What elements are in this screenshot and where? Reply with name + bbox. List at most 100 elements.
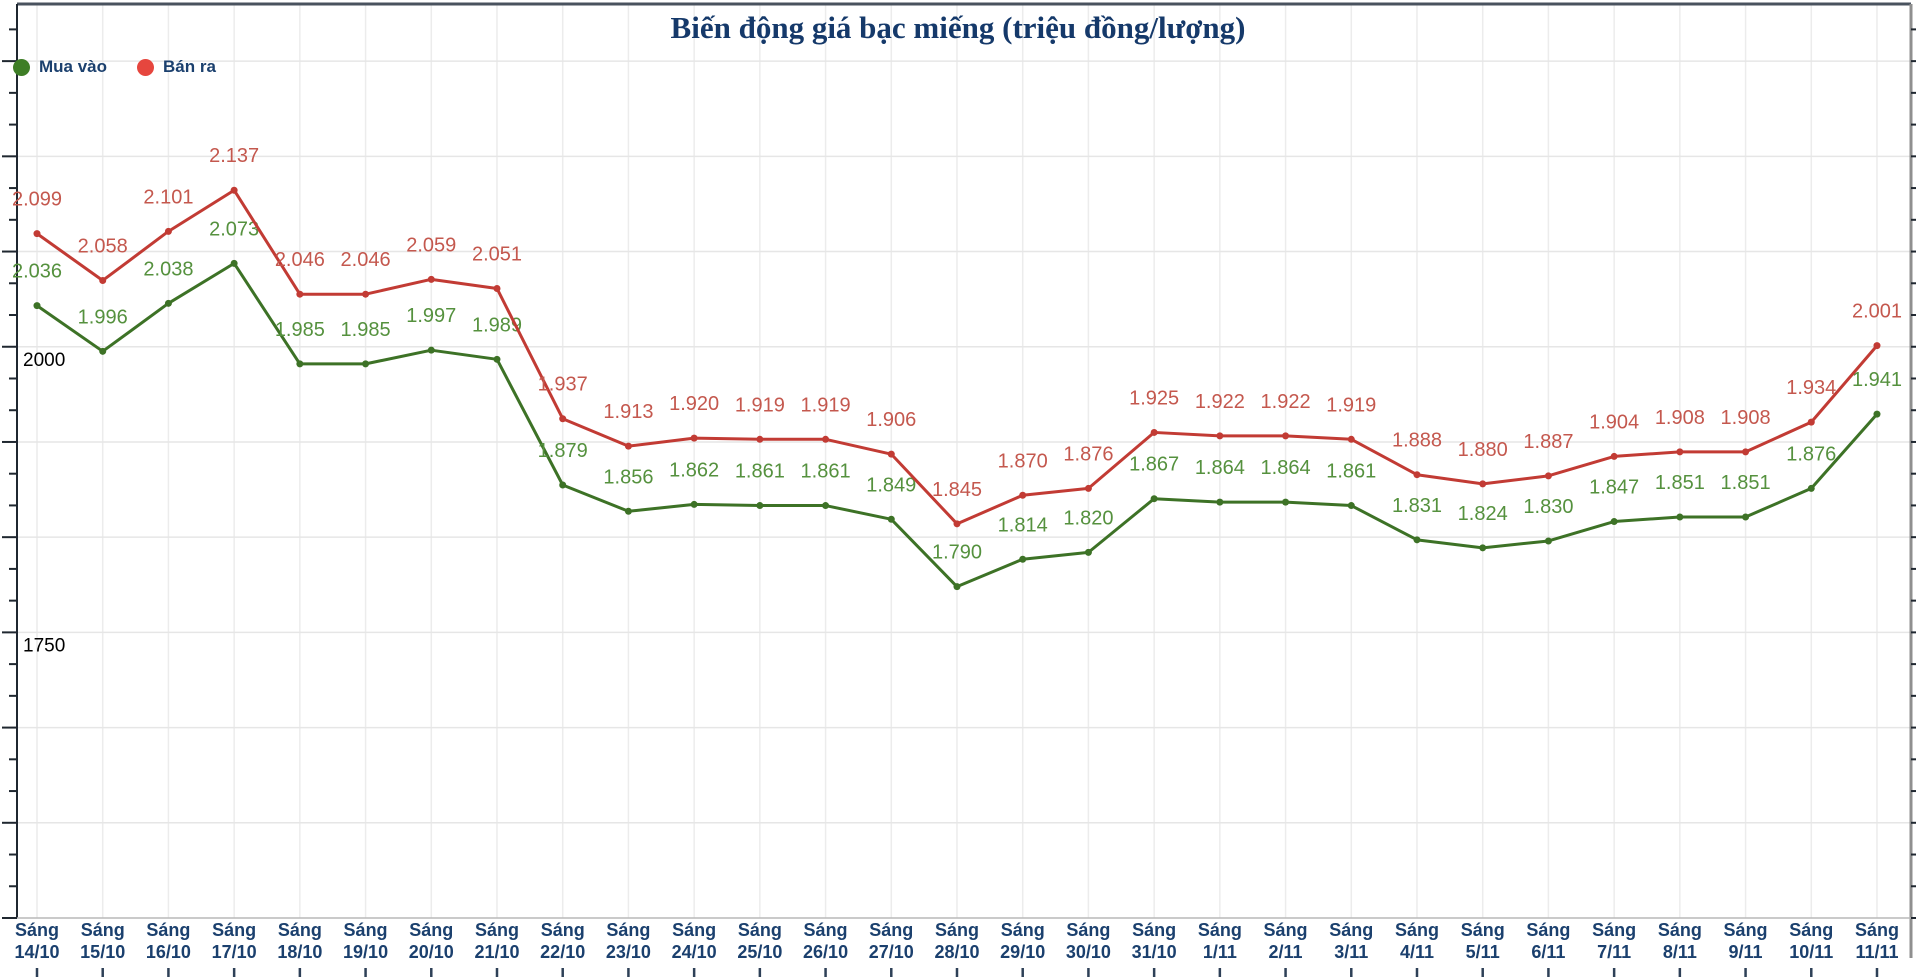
point-marker — [1216, 432, 1224, 440]
point-marker — [624, 507, 632, 515]
point-marker — [559, 481, 567, 489]
point-marker — [822, 502, 830, 510]
data-label: 1.888 — [1392, 430, 1442, 452]
legend-label-ban-ra: Bán ra — [163, 57, 216, 76]
data-label: 1.880 — [1458, 439, 1508, 461]
point-marker — [1544, 472, 1552, 480]
y-axis-label: 2000 — [23, 350, 65, 371]
data-label: 2.038 — [143, 258, 193, 280]
point-marker — [1282, 498, 1290, 506]
legend-item-ban-ra: Bán ra — [137, 57, 216, 77]
data-label: 1.919 — [735, 394, 785, 416]
point-marker — [1610, 452, 1618, 460]
data-label: 1.790 — [932, 542, 982, 564]
point-marker — [690, 434, 698, 442]
point-marker — [296, 290, 304, 298]
point-marker — [624, 442, 632, 450]
data-label: 1.925 — [1129, 387, 1179, 409]
point-marker — [1807, 418, 1815, 426]
data-label: 2.001 — [1852, 301, 1902, 323]
point-marker — [493, 355, 501, 363]
data-label: 2.046 — [275, 249, 325, 271]
data-label: 1.849 — [866, 474, 916, 496]
point-marker — [1676, 513, 1684, 521]
legend-label-mua-vao: Mua vào — [39, 57, 108, 76]
data-label: 2.051 — [472, 243, 522, 265]
data-label: 2.059 — [406, 234, 456, 256]
data-label: 1.989 — [472, 314, 522, 336]
data-label: 1.879 — [538, 440, 588, 462]
point-marker — [1479, 544, 1487, 552]
point-marker — [1413, 536, 1421, 544]
data-label: 2.101 — [143, 186, 193, 208]
data-label: 2.046 — [341, 249, 391, 271]
point-marker — [362, 290, 370, 298]
point-marker — [427, 346, 435, 354]
data-label: 1.864 — [1195, 457, 1245, 479]
data-label: 1.985 — [275, 319, 325, 341]
point-marker — [756, 502, 764, 510]
data-label: 2.137 — [209, 145, 259, 167]
legend: Mua vào Bán ra — [13, 57, 216, 77]
data-label: 1.830 — [1523, 496, 1573, 518]
point-marker — [1084, 484, 1092, 492]
point-marker — [230, 259, 238, 267]
point-marker — [164, 299, 172, 307]
point-marker — [164, 227, 172, 235]
data-label: 2.099 — [12, 189, 62, 211]
point-marker — [33, 230, 41, 238]
point-marker — [1084, 548, 1092, 556]
data-label: 1.876 — [1786, 443, 1836, 465]
data-label: 1.851 — [1721, 472, 1771, 494]
point-marker — [1150, 495, 1158, 503]
data-label: 1.937 — [538, 374, 588, 396]
data-label: 1.996 — [78, 306, 128, 328]
point-marker — [99, 347, 107, 355]
data-label: 1.861 — [1326, 461, 1376, 483]
point-marker — [1413, 471, 1421, 479]
data-label: 1.861 — [801, 461, 851, 483]
data-label: 1.997 — [406, 305, 456, 327]
data-label: 1.906 — [866, 409, 916, 431]
data-label: 1.861 — [735, 461, 785, 483]
point-marker — [1742, 448, 1750, 456]
ban-ra-dot-icon — [137, 58, 155, 76]
data-label: 1.867 — [1129, 454, 1179, 476]
point-marker — [1019, 555, 1027, 563]
point-marker — [493, 284, 501, 292]
point-marker — [1610, 518, 1618, 526]
data-label: 1.985 — [341, 319, 391, 341]
point-marker — [1873, 410, 1881, 418]
data-label: 1.824 — [1458, 503, 1508, 525]
point-marker — [1019, 491, 1027, 499]
data-label: 1.814 — [998, 514, 1048, 536]
y-axis-label: 1750 — [23, 635, 65, 656]
data-label: 2.036 — [12, 261, 62, 283]
chart-title: Biến động giá bạc miếng (triệu đồng/lượn… — [670, 10, 1246, 45]
data-label: 1.864 — [1261, 457, 1311, 479]
data-label: 1.934 — [1786, 377, 1836, 399]
point-marker — [1807, 484, 1815, 492]
point-marker — [690, 500, 698, 508]
data-label: 1.908 — [1721, 407, 1771, 429]
data-label: 1.820 — [1063, 507, 1113, 529]
point-marker — [822, 435, 830, 443]
data-label: 1.876 — [1063, 443, 1113, 465]
point-marker — [230, 186, 238, 194]
point-marker — [362, 360, 370, 368]
data-label: 1.919 — [1326, 394, 1376, 416]
data-label: 1.851 — [1655, 472, 1705, 494]
point-marker — [559, 415, 567, 423]
data-label: 1.913 — [603, 401, 653, 423]
data-label: 1.870 — [998, 450, 1048, 472]
point-marker — [99, 276, 107, 284]
point-marker — [427, 275, 435, 283]
data-label: 1.941 — [1852, 369, 1902, 391]
data-label: 1.904 — [1589, 411, 1639, 433]
data-label: 1.862 — [669, 459, 719, 481]
data-label: 1.922 — [1261, 391, 1311, 413]
data-label: 2.073 — [209, 218, 259, 240]
legend-item-mua-vao: Mua vào — [13, 57, 107, 77]
data-label: 1.831 — [1392, 495, 1442, 517]
